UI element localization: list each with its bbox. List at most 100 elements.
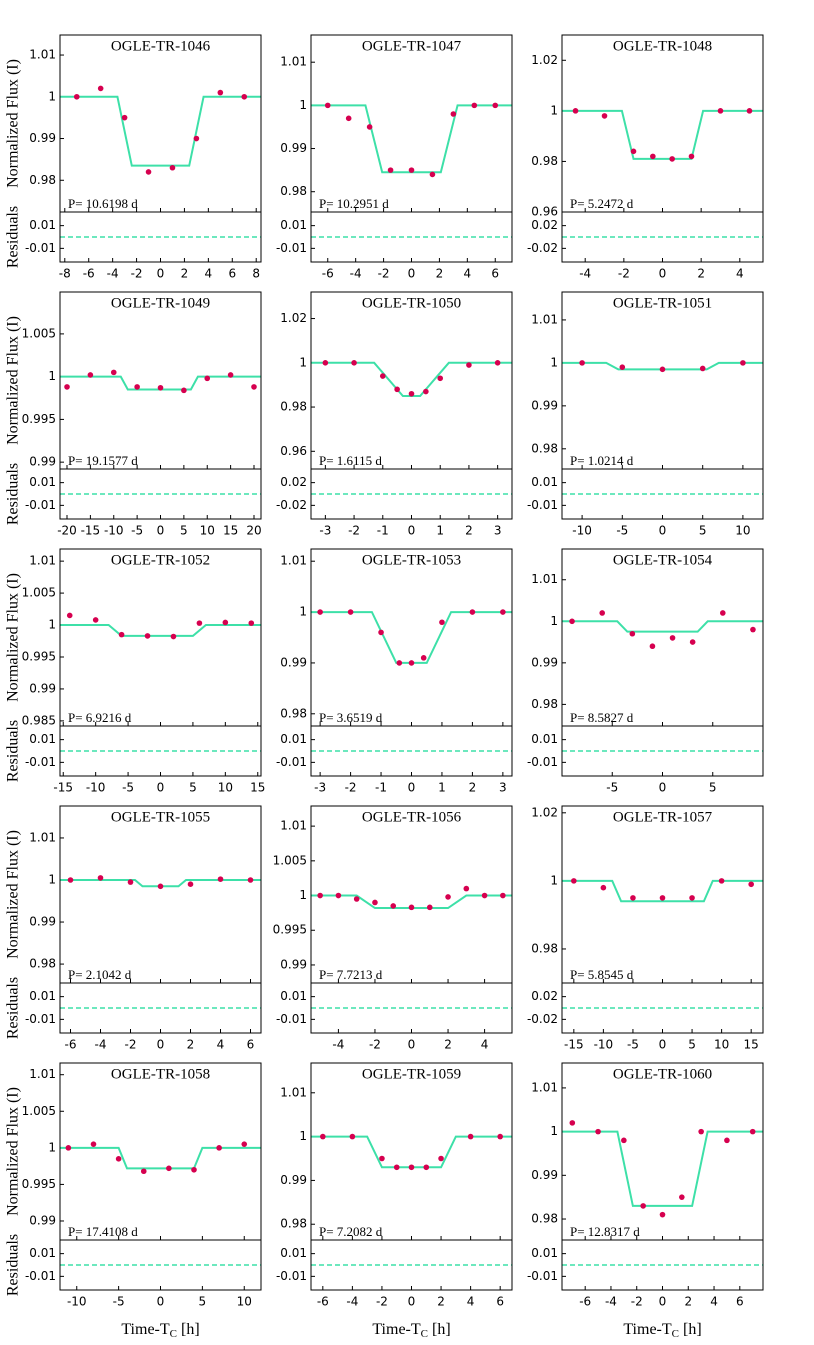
x-tick-label: 0: [659, 267, 667, 281]
panel-title: OGLE-TR-1052: [111, 552, 210, 568]
y-tick-label: 1: [550, 355, 558, 369]
x-tick-label: 10: [218, 781, 233, 795]
x-tick-label: -2: [369, 1038, 381, 1052]
x-tick-label: 5: [699, 524, 707, 538]
panel-title: OGLE-TR-1054: [613, 552, 713, 568]
resid-y-tick-label: -0.01: [527, 498, 558, 512]
binned-point: [241, 1141, 248, 1147]
y-tick-label: 0.99: [280, 957, 307, 971]
period-label: P= 5.8545 d: [570, 967, 634, 982]
panel-frame: [310, 805, 513, 984]
binned-point: [378, 629, 384, 636]
resid-y-tick-label: 0.02: [531, 218, 558, 232]
y-tick-label: 0.98: [531, 154, 558, 168]
binned-point: [659, 895, 666, 901]
binned-point: [439, 619, 445, 626]
y-tick-label: 0.99: [29, 455, 56, 469]
binned-point: [659, 1211, 666, 1218]
x-tick-label: 8: [252, 267, 260, 281]
x-tick-label: 4: [467, 1295, 475, 1309]
resid-y-tick-label: -0.01: [527, 755, 558, 769]
y-tick-label: 0.98: [280, 706, 307, 720]
residual-frame: [310, 468, 513, 520]
x-tick-label: 0: [408, 1038, 416, 1052]
period-label: P= 17.4108 d: [68, 1224, 138, 1239]
binned-point: [366, 124, 373, 130]
binned-point: [379, 373, 386, 379]
residual-frame: [59, 1239, 262, 1291]
x-axis-label-text: Time-T: [121, 1321, 170, 1338]
panel-title: OGLE-TR-1055: [111, 809, 210, 825]
binned-point: [222, 619, 229, 626]
binned-point: [450, 111, 457, 117]
y-tick-label: 0.96: [531, 205, 558, 219]
x-tick-label: -5: [122, 781, 134, 795]
transit-model: [562, 1130, 763, 1207]
y-tick-label: 1: [550, 873, 558, 887]
y-tick-label: 0.98: [531, 941, 558, 955]
resid-y-tick-label: -0.02: [276, 498, 307, 512]
x-tick-label: 0: [408, 1295, 416, 1309]
panel-title: OGLE-TR-1048: [613, 38, 712, 54]
x-tick-label: 2: [436, 267, 444, 281]
x-tick-label: 4: [464, 267, 472, 281]
y-axis-label: Normalized Flux (I): [5, 59, 22, 188]
binned-point: [118, 631, 125, 638]
binned-point: [372, 899, 378, 906]
binned-point: [600, 884, 607, 891]
resid-y-tick-label: 0.01: [531, 732, 558, 746]
binned-point: [599, 610, 605, 616]
x-tick-label: 0: [659, 524, 667, 538]
binned-point: [97, 85, 104, 92]
transit-model: [60, 95, 261, 167]
y-tick-label: 0.995: [22, 649, 56, 663]
transit-model: [60, 1146, 261, 1170]
resid-y-tick-label: 0.01: [29, 218, 56, 232]
x-tick-label: -4: [605, 1295, 617, 1309]
x-tick-label: 0: [408, 267, 416, 281]
period-label: P= 2.1042 d: [68, 967, 132, 982]
x-tick-label: -2: [348, 524, 360, 538]
y-tick-label: 0.99: [531, 398, 558, 412]
x-tick-label: -4: [107, 267, 119, 281]
x-tick-label: -8: [59, 267, 71, 281]
y-tick-label: 0.98: [280, 1217, 307, 1231]
binned-point: [466, 362, 472, 368]
x-tick-label: 0: [157, 524, 165, 538]
x-axis-label-sub: C: [672, 1328, 679, 1340]
x-axis-label-unit: [h]: [181, 1321, 200, 1338]
x-tick-label: 10: [237, 1295, 252, 1309]
residual-frame: [310, 725, 513, 777]
panel-title: OGLE-TR-1060: [613, 1066, 712, 1082]
binned-point: [717, 108, 724, 114]
binned-point: [571, 878, 577, 884]
x-tick-label: 15: [744, 1038, 759, 1052]
binned-point: [248, 620, 255, 626]
y-tick-label: 1: [48, 369, 56, 383]
x-tick-label: -2: [345, 781, 357, 795]
binned-point: [353, 896, 360, 902]
x-tick-label: 4: [481, 1038, 489, 1052]
y-tick-label: 1: [299, 888, 307, 902]
binned-point: [317, 892, 323, 899]
period-label: P= 5.2472 d: [570, 196, 634, 211]
x-tick-label: -4: [95, 1038, 107, 1052]
binned-point: [217, 89, 224, 96]
x-tick-label: 2: [444, 1038, 452, 1052]
y-tick-label: 0.98: [29, 957, 56, 971]
binned-point: [467, 1133, 474, 1140]
y-tick-label: 1.02: [280, 311, 307, 325]
x-tick-label: -2: [125, 1038, 137, 1052]
x-tick-label: 2: [437, 1295, 445, 1309]
y-tick-label: 0.99: [280, 141, 307, 155]
binned-point: [699, 365, 706, 372]
resid-y-tick-label: -0.01: [276, 241, 307, 255]
residual-frame: [59, 211, 262, 263]
y-tick-label: 1.01: [531, 1080, 558, 1094]
y-tick-label: 1: [299, 1129, 307, 1143]
x-tick-label: -2: [618, 267, 630, 281]
x-tick-label: 10: [714, 1038, 729, 1052]
x-tick-label: -10: [67, 1295, 87, 1309]
binned-point: [698, 1128, 704, 1135]
binned-point: [689, 639, 696, 645]
